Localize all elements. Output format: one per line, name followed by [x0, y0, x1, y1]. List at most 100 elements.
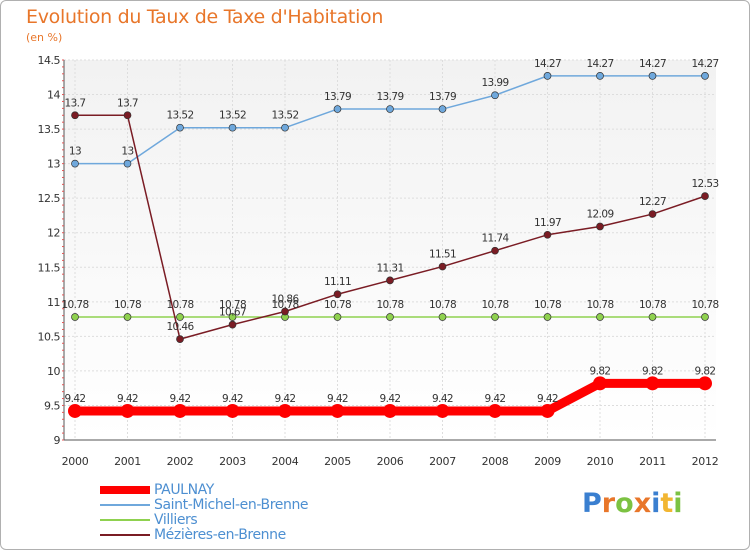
data-label: 9.42 — [222, 393, 243, 405]
data-label: 9.42 — [327, 393, 348, 405]
data-point — [648, 72, 657, 80]
data-point — [330, 403, 345, 418]
data-point — [225, 403, 240, 418]
y-tick-label: 13 — [47, 158, 60, 171]
data-label: 11.11 — [324, 276, 351, 288]
data-label: 10.78 — [114, 299, 141, 311]
x-tick-label: 2009 — [534, 455, 561, 468]
data-point — [543, 72, 552, 80]
logo-letter: o — [615, 488, 634, 519]
data-point — [488, 403, 502, 418]
y-tick-label: 12.5 — [38, 192, 61, 205]
data-label: 10.78 — [61, 299, 88, 311]
data-point — [596, 222, 604, 231]
logo-letter: t — [660, 488, 674, 519]
data-point — [176, 123, 184, 132]
data-label: 10.78 — [691, 299, 718, 311]
data-label: 11.51 — [429, 249, 456, 261]
y-tick-label: 14 — [47, 89, 60, 102]
data-label: 10.78 — [271, 299, 298, 311]
y-tick-label: 12 — [47, 227, 60, 240]
data-label: 12.27 — [639, 196, 666, 208]
y-tick-label: 11.5 — [38, 261, 61, 274]
data-label: 13.99 — [481, 77, 508, 89]
x-tick-label: 2008 — [482, 455, 509, 468]
data-point — [228, 320, 237, 329]
data-label: 11.97 — [534, 217, 561, 229]
data-point — [333, 290, 342, 299]
data-point — [176, 335, 184, 343]
data-label: 10.78 — [219, 299, 246, 311]
data-point — [383, 403, 397, 418]
data-point — [278, 403, 292, 418]
data-label: 14.27 — [534, 58, 561, 70]
data-label: 10.78 — [481, 299, 508, 311]
data-label: 10.86 — [271, 293, 299, 305]
data-point — [228, 313, 237, 321]
chart-subtitle: (en %) — [26, 31, 63, 44]
data-label: 11.74 — [481, 233, 509, 245]
x-tick-label: 2006 — [377, 455, 404, 468]
data-label: 10.78 — [166, 299, 193, 311]
data-label: 10.78 — [429, 299, 456, 311]
data-label: 10.78 — [376, 299, 403, 311]
data-point — [648, 313, 657, 321]
data-point — [71, 111, 79, 120]
data-label: 10.67 — [219, 307, 246, 319]
data-label: 13.52 — [271, 110, 298, 122]
data-point — [645, 376, 660, 391]
data-point — [386, 105, 394, 113]
data-label: 12.09 — [586, 209, 613, 221]
data-label: 13.79 — [376, 91, 403, 103]
data-point — [333, 105, 342, 113]
data-label: 11.31 — [376, 262, 403, 274]
data-point — [648, 210, 657, 218]
data-label: 9.82 — [590, 365, 611, 377]
chart-title: Evolution du Taux de Taxe d'Habitation — [26, 6, 384, 28]
data-label: 9.42 — [65, 393, 86, 405]
data-point — [68, 403, 82, 418]
logo-letter: r — [601, 488, 616, 519]
data-point — [438, 313, 447, 321]
data-label: 10.46 — [166, 321, 194, 333]
data-point — [701, 313, 709, 321]
data-label: 13.7 — [117, 97, 138, 109]
proxiti-logo: Proxiti — [582, 488, 683, 519]
legend-swatch — [100, 534, 150, 536]
legend-label: Saint-Michel-en-Brenne — [154, 497, 309, 513]
data-label: 13 — [69, 146, 81, 158]
x-tick-label: 2004 — [272, 455, 299, 468]
y-tick-label: 14.5 — [38, 54, 61, 67]
data-point — [438, 262, 447, 271]
data-label: 10.78 — [586, 299, 613, 311]
data-point — [333, 313, 342, 321]
data-label: 10.78 — [639, 299, 666, 311]
y-tick-label: 9 — [54, 434, 61, 447]
data-point — [491, 91, 499, 100]
data-point — [123, 159, 132, 168]
x-tick-label: 2012 — [692, 455, 719, 468]
data-point — [281, 307, 289, 316]
data-point — [123, 111, 132, 120]
data-point — [71, 159, 79, 168]
data-label: 12.53 — [691, 178, 718, 190]
data-label: 13.79 — [429, 91, 456, 103]
legend-label: PAULNAY — [154, 482, 214, 498]
legend-label: Villiers — [154, 512, 198, 528]
logo-letter: P — [582, 488, 602, 519]
logo-letter: i — [651, 488, 661, 519]
x-tick-label: 2010 — [587, 455, 614, 468]
data-label: 14.27 — [586, 58, 613, 70]
legend-label: Mézières-en-Brenne — [154, 527, 286, 543]
data-point — [596, 72, 604, 80]
data-point — [701, 72, 709, 80]
data-label: 10.78 — [534, 299, 561, 311]
data-point — [176, 313, 184, 321]
x-tick-label: 2005 — [324, 455, 351, 468]
data-label: 9.42 — [117, 393, 138, 405]
data-point — [120, 403, 135, 418]
data-point — [386, 276, 394, 285]
logo-letter: x — [633, 488, 652, 519]
data-point — [701, 192, 709, 200]
data-point — [435, 403, 450, 418]
